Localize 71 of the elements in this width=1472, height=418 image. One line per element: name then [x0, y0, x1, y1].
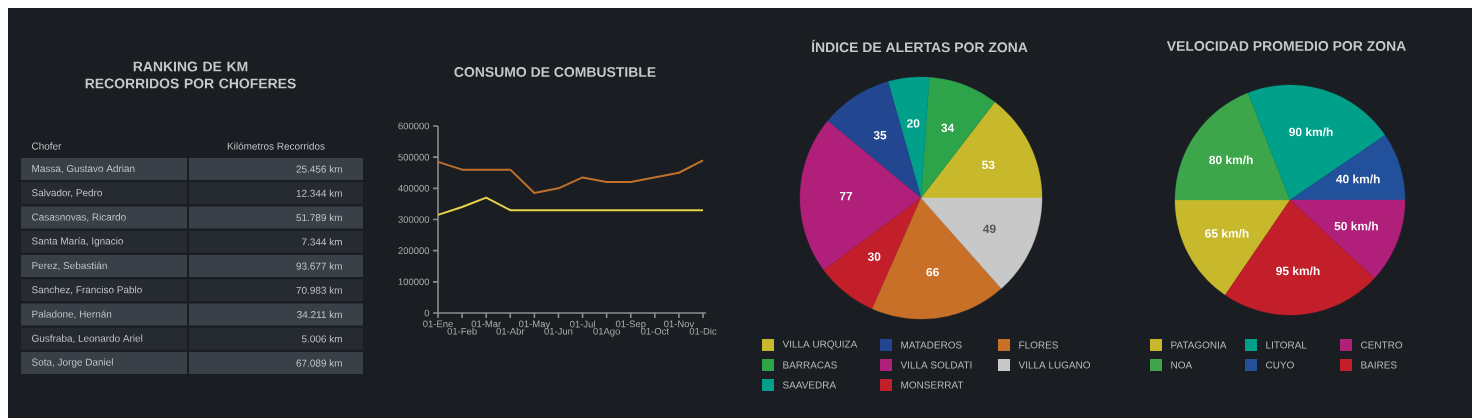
text: Chofer — [32, 142, 62, 150]
text: Perez, Sebastián — [32, 261, 107, 271]
legend-label: LITORAL — [1266, 341, 1307, 349]
x-tick-label: 01-Jul — [570, 320, 595, 328]
y-tick-label: 200000 — [398, 247, 430, 255]
legend-label: BAIRES — [1361, 361, 1397, 369]
x-tick-label: 01-Nov — [664, 320, 695, 328]
y-tick-label: 0 — [424, 309, 430, 317]
y-tick-label: 100000 — [398, 278, 430, 286]
x-tick-label: 01-Abr — [496, 327, 525, 335]
data-label: 50 km/h — [1334, 221, 1378, 231]
text: Kilómetros Recorridos — [227, 142, 325, 150]
text: 12.344 km — [296, 189, 342, 197]
legend-label: MATADEROS — [901, 341, 962, 349]
x-tick-label: 01-Sep — [615, 320, 646, 330]
data-label: 34 — [941, 123, 955, 133]
legend-label: BARRACAS — [783, 361, 837, 369]
text: Salvador, Pedro — [31, 188, 102, 198]
chart-title: ÍNDICE DE ALERTAS POR ZONA — [811, 39, 1028, 53]
legend-label: CENTRO — [1361, 341, 1403, 349]
x-tick-label: 01-Oct — [641, 327, 669, 335]
text: Santa María, Ignacio — [31, 237, 124, 247]
x-tick-label: 01-Dic — [689, 327, 717, 335]
text: Casasnovas, Ricardo — [32, 213, 126, 222]
y-tick-label: 400000 — [398, 184, 430, 192]
text: Sota, Jorge Daniel — [31, 358, 113, 368]
text: 25.456 km — [296, 165, 342, 173]
data-label: 77 — [839, 191, 853, 201]
data-label: 40 km/h — [1336, 174, 1380, 184]
text: Massa, Gustavo Adrian — [32, 164, 135, 174]
data-label: 66 — [926, 267, 939, 277]
data-label: 49 — [982, 224, 996, 234]
legend-label: VILLA SOLDATI — [900, 361, 972, 369]
data-label: 20 — [907, 119, 920, 128]
text: 51.789 km — [296, 213, 342, 222]
legend-label: VILLA URQUIZA — [782, 340, 858, 350]
legend-label: SAAVEDRA — [782, 381, 837, 389]
text: 70.983 km — [296, 286, 342, 294]
x-tick-label: 01-May — [518, 320, 551, 330]
text: 5.006 km — [301, 335, 342, 343]
legend-label: CUYO — [1266, 361, 1294, 369]
text: 34.211 km — [297, 310, 342, 319]
text: Gusfraba, Leonardo Ariel — [32, 334, 143, 344]
legend-label: VILLA LUGANO — [1018, 361, 1091, 369]
y-tick-label: 500000 — [398, 153, 430, 161]
text: 93.677 km — [296, 262, 342, 270]
legend-label: FLORES — [1019, 341, 1058, 349]
x-tick-label: 01Ago — [593, 327, 620, 337]
x-tick-label: 01-Mar — [471, 320, 502, 328]
text: Paladone, Hernán — [32, 310, 112, 319]
y-tick-label: 300000 — [398, 216, 430, 223]
x-tick-label: 01-Feb — [447, 327, 477, 335]
legend-label: PATAGONIA — [1171, 341, 1227, 349]
data-label: 80 km/h — [1209, 155, 1253, 165]
text: 7.344 km — [302, 238, 342, 246]
legend-label: MONSERRAT — [901, 381, 964, 389]
x-tick-label: 01-Jun — [544, 327, 573, 335]
data-label: 35 — [873, 130, 887, 140]
data-label: 90 km/h — [1289, 127, 1333, 137]
data-label: 53 — [982, 160, 995, 170]
text: RANKING DE KM RECORRIDOS POR CHOFERES — [85, 61, 296, 89]
data-label: 30 — [867, 252, 881, 261]
y-tick-label: 600000 — [398, 122, 430, 130]
chart-title: VELOCIDAD PROMEDIO POR ZONA — [1166, 41, 1406, 51]
text: 67.089 km — [296, 359, 342, 367]
chart-title: CONSUMO DE COMBUSTIBLE — [454, 67, 656, 77]
legend-label: NOA — [1171, 361, 1193, 369]
data-label: 65 km/h — [1205, 228, 1249, 238]
text: Sanchez, Franciso Pablo — [31, 285, 142, 295]
data-label: 95 km/h — [1276, 266, 1320, 276]
x-tick-label: 01-Ene — [423, 320, 453, 328]
